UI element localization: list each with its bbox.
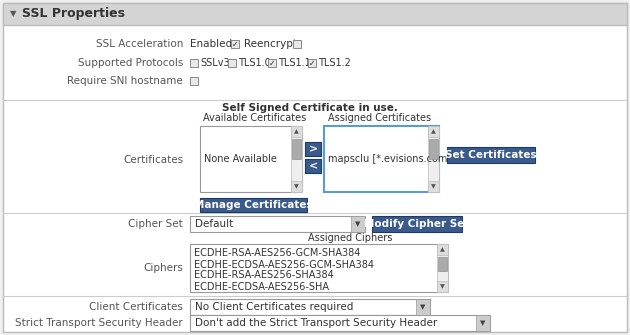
Bar [429,139,438,159]
Bar [292,139,301,159]
Bar [190,299,430,315]
Text: Default: Default [195,219,233,229]
Text: Assigned Certificates: Assigned Certificates [328,113,432,123]
Bar [308,59,316,67]
Bar [428,181,439,192]
Text: Supported Protocols: Supported Protocols [77,58,183,68]
Text: <: < [308,161,318,171]
Bar [438,257,447,271]
Bar [190,59,198,67]
Text: ECDHE-ECDSA-AES256-GCM-SHA384: ECDHE-ECDSA-AES256-GCM-SHA384 [194,260,374,269]
Text: ECDHE-RSA-AES256-SHA384: ECDHE-RSA-AES256-SHA384 [194,270,334,280]
Bar [293,40,301,48]
Text: Client Certificates: Client Certificates [89,302,183,312]
Bar [437,244,448,255]
Text: Set Certificates: Set Certificates [445,150,537,160]
Text: TLS1.1: TLS1.1 [278,58,311,68]
Text: ✓: ✓ [269,59,275,67]
Text: ▲: ▲ [440,247,445,252]
Bar [428,126,439,137]
Text: Manage Certificates: Manage Certificates [194,200,313,210]
Text: ▲: ▲ [294,129,299,134]
Text: ▼: ▼ [480,320,486,326]
Text: ✓: ✓ [232,40,238,49]
Text: Self Signed Certificate in use.: Self Signed Certificate in use. [222,103,398,113]
Text: ▲: ▲ [431,129,436,134]
Bar [305,159,321,173]
Text: Enabled:: Enabled: [190,39,236,49]
Text: Modify Cipher Set: Modify Cipher Set [364,219,470,229]
Text: >: > [308,144,318,154]
Bar [428,126,439,192]
Bar [437,281,448,292]
Text: Reencrypt:: Reencrypt: [244,39,301,49]
Text: ▼: ▼ [431,184,436,189]
Bar [476,315,490,331]
Text: Require SNI hostname: Require SNI hostname [67,76,183,86]
Bar [190,315,490,331]
Text: Available Certificates: Available Certificates [203,113,307,123]
Bar [437,244,448,292]
Bar [416,299,430,315]
Text: ECDHE-RSA-AES256-GCM-SHA384: ECDHE-RSA-AES256-GCM-SHA384 [194,249,360,259]
Text: mapsclu [*.evisions.com]: mapsclu [*.evisions.com] [328,154,451,164]
Bar [324,126,439,192]
Text: No Client Certificates required: No Client Certificates required [195,302,353,312]
Text: TLS1.2: TLS1.2 [318,58,351,68]
Text: Assigned Ciphers: Assigned Ciphers [308,233,392,243]
Bar [305,142,321,156]
Bar [291,126,302,137]
Bar [268,59,276,67]
Text: SSLv3: SSLv3 [200,58,229,68]
Text: Ciphers: Ciphers [143,263,183,273]
Bar [190,216,365,232]
Text: ▼: ▼ [420,304,426,310]
Text: ▼: ▼ [440,284,445,289]
Text: Don't add the Strict Transport Security Header: Don't add the Strict Transport Security … [195,318,437,328]
Bar [200,126,302,192]
Text: ▼: ▼ [10,9,16,18]
Bar [190,244,448,292]
Text: ECDHE-ECDSA-AES256-SHA: ECDHE-ECDSA-AES256-SHA [194,281,329,291]
Bar [372,216,462,232]
Bar [351,216,365,232]
Text: ▼: ▼ [294,184,299,189]
Text: Cipher Set: Cipher Set [129,219,183,229]
Bar [190,77,198,85]
Text: Certificates: Certificates [123,155,183,165]
Bar [3,3,627,25]
Text: SSL Acceleration: SSL Acceleration [96,39,183,49]
Bar [291,126,302,192]
Text: Strict Transport Security Header: Strict Transport Security Header [15,318,183,328]
Bar [447,147,535,163]
Bar [291,181,302,192]
Bar [231,40,239,48]
Text: ✓: ✓ [309,59,315,67]
Bar [228,59,236,67]
Text: SSL Properties: SSL Properties [22,7,125,20]
Text: TLS1.0: TLS1.0 [238,58,271,68]
Text: None Available: None Available [204,154,277,164]
Text: ▼: ▼ [355,221,361,227]
Bar [200,198,307,212]
